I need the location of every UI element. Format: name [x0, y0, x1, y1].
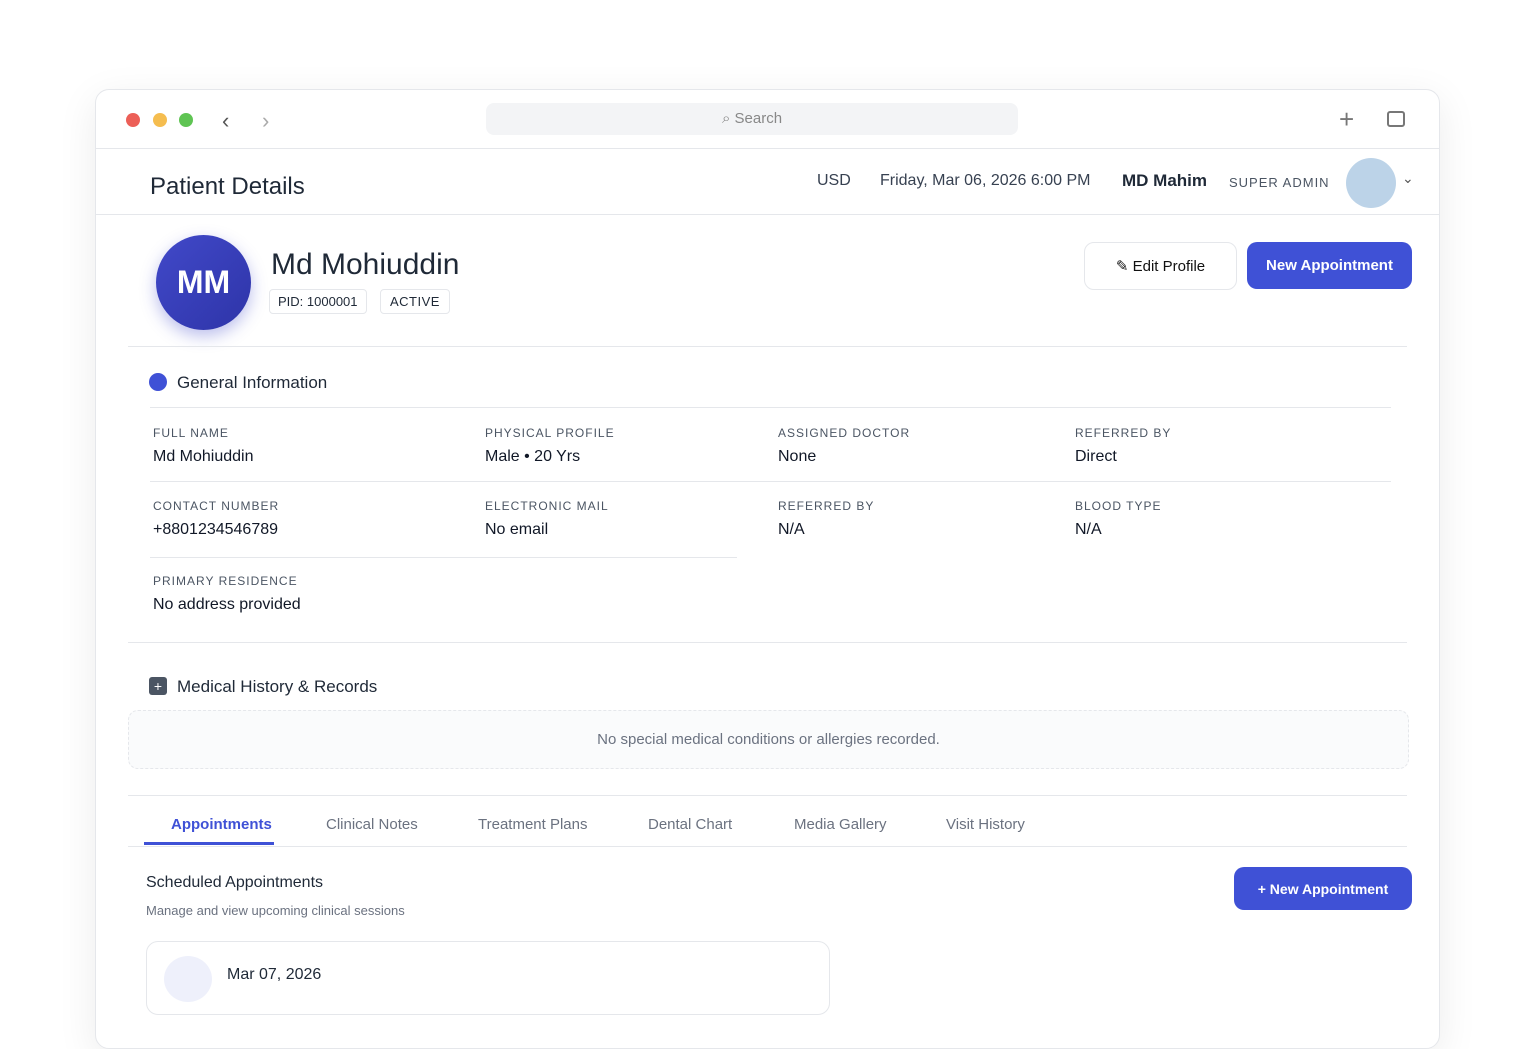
avatar[interactable] — [1346, 158, 1396, 208]
active-tab-indicator — [144, 842, 274, 845]
user-role: SUPER ADMIN — [1229, 175, 1330, 190]
field-label: CONTACT NUMBER — [153, 499, 280, 513]
field-value: N/A — [778, 521, 805, 538]
tabs-icon[interactable] — [1387, 111, 1405, 127]
search-text: Search — [734, 110, 783, 127]
status: ACTIVE — [380, 289, 450, 314]
new-tab[interactable]: + — [1339, 104, 1355, 134]
patient-initials: MM — [156, 235, 251, 330]
pid: PID: 1000001 — [269, 289, 367, 314]
field-value: N/A — [1075, 521, 1102, 538]
field-label: ASSIGNED DOCTOR — [778, 426, 911, 440]
field-label: FULL NAME — [153, 426, 229, 440]
field-value: No address provided — [153, 596, 301, 613]
tab[interactable]: Media Gallery — [794, 816, 887, 833]
page: ‹ › ⌕ Search + Patient Details USD Frida… — [95, 89, 1440, 1049]
field-label: REFERRED BY — [778, 499, 875, 513]
field-label: PRIMARY RESIDENCE — [153, 574, 298, 588]
field-label: PHYSICAL PROFILE — [485, 426, 615, 440]
tab[interactable]: Appointments — [171, 816, 272, 833]
new-appointment-small[interactable]: + New Appointment — [1234, 867, 1412, 910]
field-label: BLOOD TYPE — [1075, 499, 1162, 513]
close[interactable] — [126, 113, 140, 127]
patient-name: Md Mohiuddin — [271, 248, 460, 281]
info-icon — [149, 373, 167, 391]
button-label: New Appointment — [1269, 880, 1389, 897]
field-value: +8801234546789 — [153, 521, 279, 538]
tab[interactable]: Dental Chart — [648, 816, 733, 833]
medical-icon: + — [149, 677, 167, 695]
section-title: Medical History & Records — [177, 677, 378, 696]
calendar-icon — [164, 956, 212, 1002]
appointments-title: Scheduled Appointments — [146, 874, 324, 891]
field-value: Md Mohiuddin — [153, 448, 254, 465]
user-name: MD Mahim — [1122, 171, 1207, 190]
field-value: No email — [485, 521, 549, 538]
forward[interactable]: › — [262, 108, 270, 133]
field-label: ELECTRONIC MAIL — [485, 499, 609, 513]
dropdown[interactable]: ⌄ — [1402, 170, 1414, 186]
empty-state: No special medical conditions or allergi… — [128, 710, 1409, 769]
edit-label: Edit Profile — [1132, 257, 1206, 275]
tab[interactable]: Visit History — [946, 816, 1025, 833]
datetime: Friday, Mar 06, 2026 6:00 PM — [880, 172, 1091, 189]
field-value: Male • 20 Yrs — [485, 448, 581, 465]
appointment-date: Mar 07, 2026 — [227, 966, 322, 983]
new-appointment[interactable]: New Appointment — [1247, 242, 1412, 289]
appointments-subtitle: Manage and view upcoming clinical sessio… — [146, 903, 405, 918]
tab[interactable]: Treatment Plans — [478, 816, 588, 833]
page-title: Patient Details — [150, 173, 305, 200]
maximize[interactable] — [179, 113, 193, 127]
field-value: Direct — [1075, 448, 1117, 465]
browser-window: ‹ › ⌕ Search + Patient Details USD Frida… — [95, 89, 1440, 1049]
search-bar[interactable]: ⌕ Search — [486, 103, 1018, 135]
back[interactable]: ‹ — [222, 108, 230, 133]
minimize[interactable] — [153, 113, 167, 127]
edit-profile[interactable]: ✎ Edit Profile — [1084, 242, 1237, 290]
currency[interactable]: USD — [817, 172, 851, 189]
tab[interactable]: Clinical Notes — [326, 816, 418, 833]
appointment-card[interactable]: Mar 07, 2026 — [146, 941, 830, 1015]
field-value: None — [778, 448, 817, 465]
section-title: General Information — [177, 373, 328, 392]
field-label: REFERRED BY — [1075, 426, 1172, 440]
